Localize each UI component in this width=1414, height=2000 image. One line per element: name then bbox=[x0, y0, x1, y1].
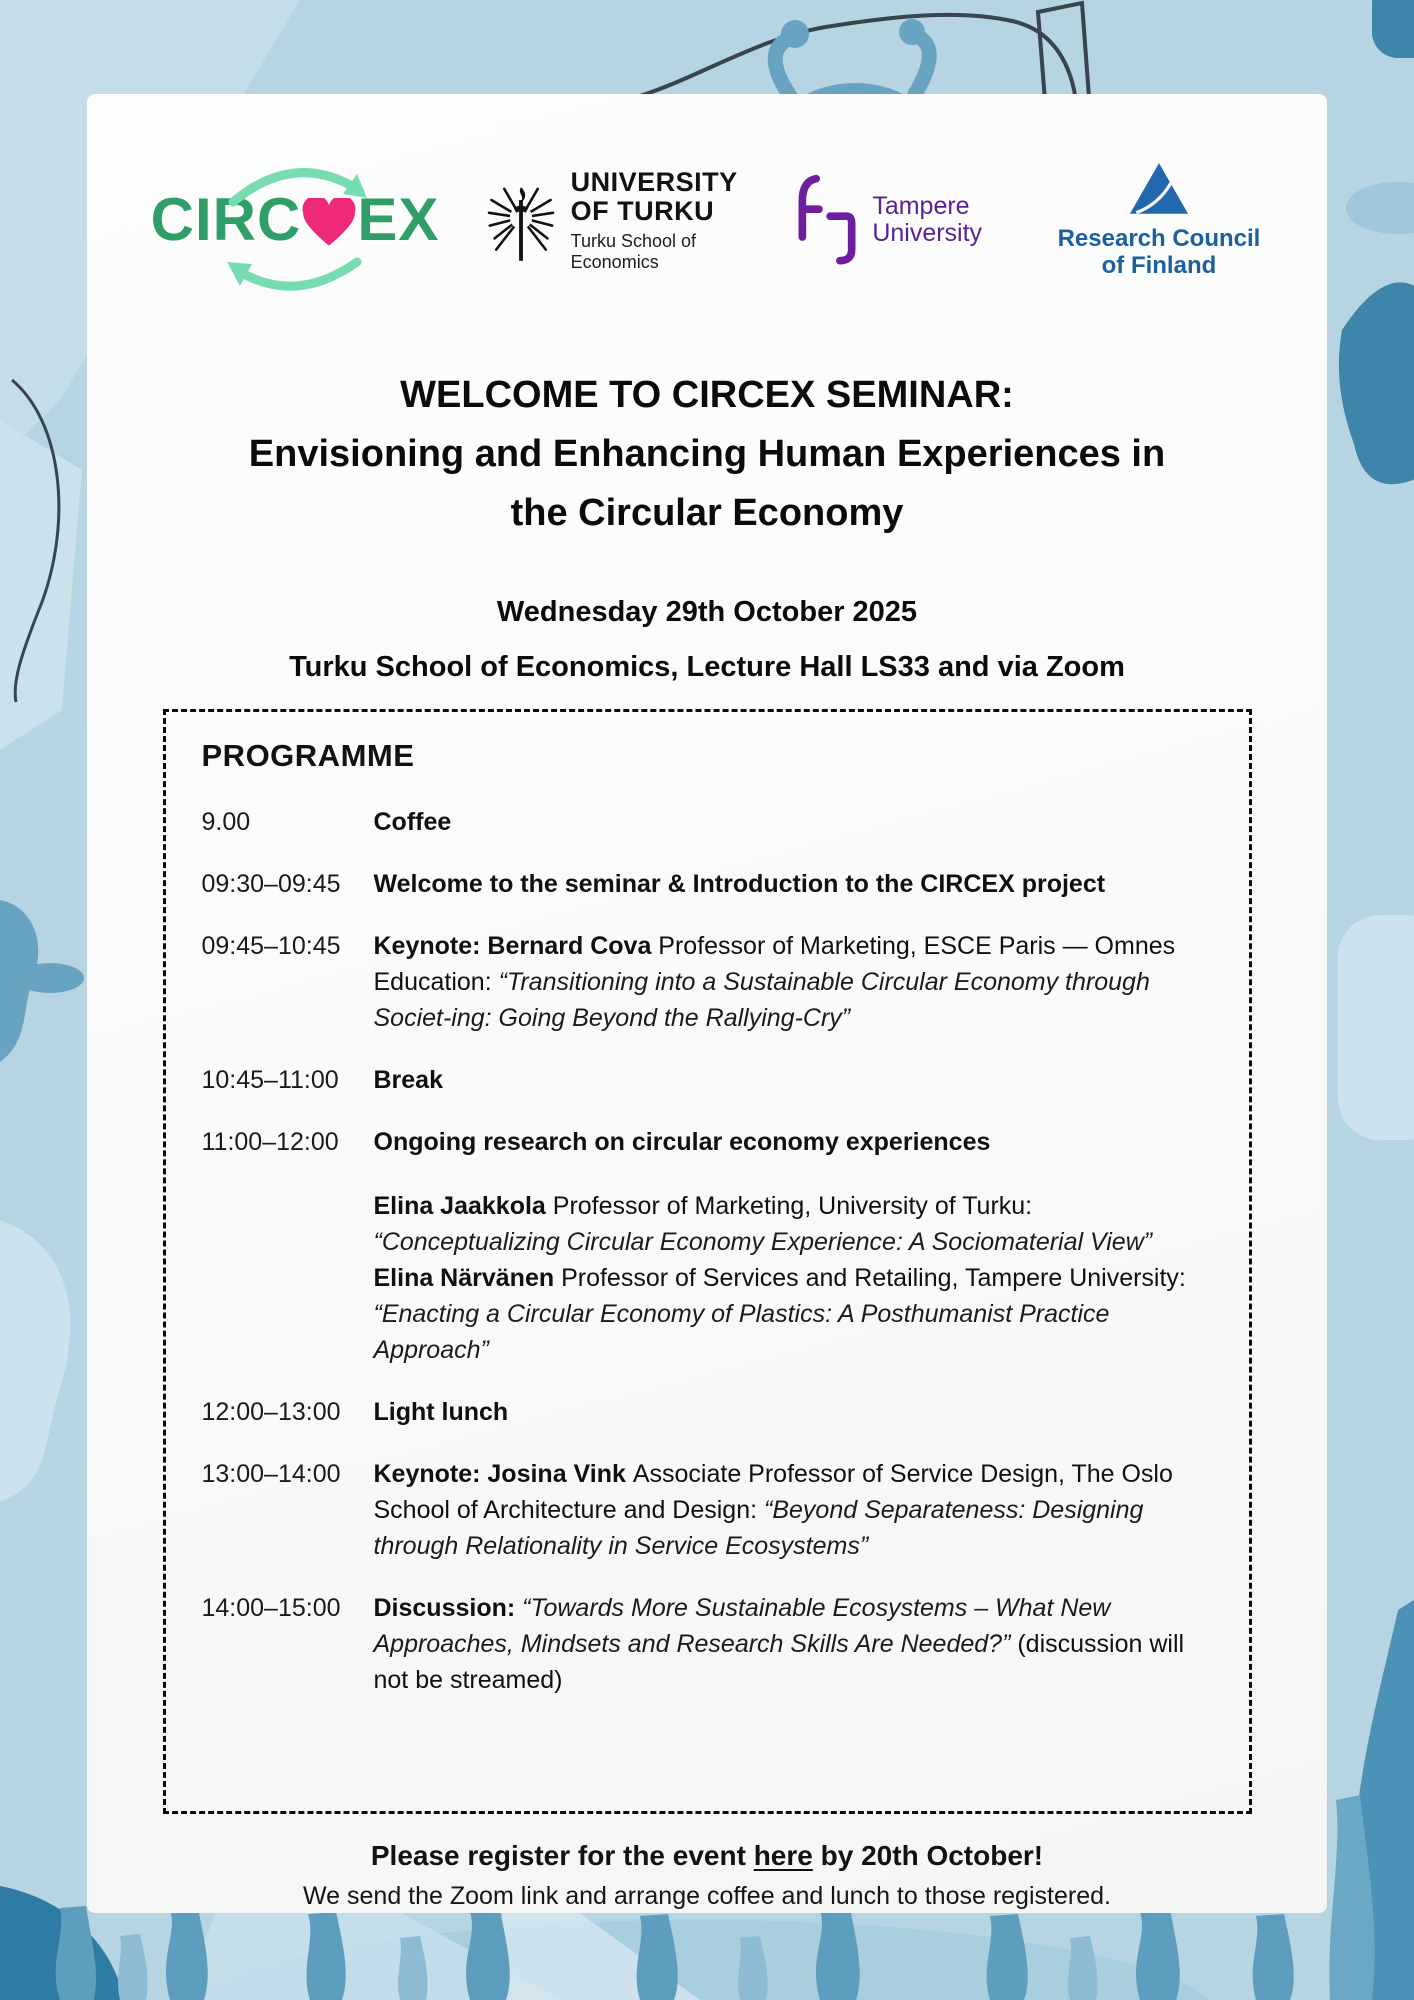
programme-row: 11:00–12:00 Ongoing research on circular … bbox=[202, 1124, 1211, 1368]
programme-time: 14:00–15:00 bbox=[201, 1594, 341, 1622]
programme-time: 13:00–14:00 bbox=[201, 1460, 341, 1488]
tampere-text-block: Tampere University bbox=[872, 193, 982, 247]
rcf-text-block: Research Council of Finland bbox=[1058, 225, 1261, 279]
programme-row: 9.00 Coffee bbox=[202, 804, 1211, 840]
title-line1: WELCOME TO CIRCEX SEMINAR: bbox=[400, 374, 1014, 416]
programme-description: Coffee bbox=[374, 804, 1211, 840]
programme-paragraph: Discussion: “Towards More Sustainable Ec… bbox=[373, 1594, 1185, 1694]
programme-paragraph: Welcome to the seminar & Introduction to… bbox=[373, 870, 1106, 898]
tampere-university-logo: Tampere University bbox=[794, 168, 1009, 272]
registration-line: Please register for the event here by 20… bbox=[87, 1840, 1327, 1872]
event-venue: Turku School of Economics, Lecture Hall … bbox=[289, 651, 1125, 683]
small-fish-decor bbox=[16, 963, 84, 993]
circex-text-part1: CIRC bbox=[150, 186, 302, 253]
torch-wings-emblem-icon bbox=[487, 187, 554, 261]
programme-paragraph: Break bbox=[373, 1066, 444, 1094]
recycle-cycle-arrows-icon bbox=[227, 168, 367, 291]
circex-logo: CIRC EX bbox=[145, 146, 445, 294]
utu-name-line2: OF TURKU bbox=[570, 195, 715, 226]
programme-row: 10:45–11:00 Break bbox=[202, 1062, 1211, 1098]
tampere-name-line2: University bbox=[872, 219, 983, 247]
programme-time: 11:00–12:00 bbox=[201, 1128, 339, 1156]
university-of-turku-logo: UNIVERSITY OF TURKU Turku School of Econ… bbox=[485, 166, 755, 273]
light-coral-decor bbox=[0, 1220, 71, 1502]
blue-fish-decor bbox=[1338, 282, 1414, 485]
seaweed-band-light-decor bbox=[118, 1934, 1098, 2000]
programme-heading: PROGRAMME bbox=[201, 738, 415, 773]
title-line3: the Circular Economy bbox=[510, 492, 904, 534]
programme-paragraph: Light lunch bbox=[373, 1398, 509, 1426]
seaweed-band-decor bbox=[55, 1906, 1294, 2000]
programme-paragraph: Coffee bbox=[373, 808, 452, 836]
programme-description: Welcome to the seminar & Introduction to… bbox=[374, 866, 1211, 902]
title-line2: Envisioning and Enhancing Human Experien… bbox=[248, 433, 1166, 475]
programme-paragraph: Ongoing research on circular economy exp… bbox=[373, 1128, 991, 1156]
programme-time: 09:45–10:45 bbox=[201, 932, 341, 960]
heart-icon bbox=[302, 198, 356, 246]
event-date: Wednesday 29th October 2025 bbox=[496, 596, 918, 628]
programme-time: 12:00–13:00 bbox=[201, 1398, 341, 1426]
programme-description: Discussion: “Towards More Sustainable Ec… bbox=[374, 1590, 1211, 1698]
utu-name-line1: UNIVERSITY bbox=[570, 166, 738, 197]
programme-time: 9.00 bbox=[201, 808, 251, 836]
programme-row: 09:45–10:45 Keynote: Bernard Cova Profess… bbox=[202, 928, 1211, 1036]
programme-paragraph: Keynote: Bernard Cova Professor of Marke… bbox=[373, 932, 1176, 1032]
tampere-name-line1: Tampere bbox=[872, 192, 970, 220]
utu-text-block: UNIVERSITY OF TURKU Turku School of Econ… bbox=[570, 166, 738, 273]
programme-row: 13:00–14:00 Keynote: Josina Vink Associat… bbox=[202, 1456, 1211, 1564]
rcf-name-line2: of Finland bbox=[1101, 252, 1217, 279]
programme-paragraph: Elina Närvänen Professor of Services and… bbox=[373, 1264, 1186, 1364]
bottle-outline-decor bbox=[11, 378, 61, 703]
light-blob-decor bbox=[1338, 915, 1414, 1140]
programme-box: PROGRAMME 9.00 Coffee 09:30–09:45 Welcome t… bbox=[162, 709, 1252, 1814]
rcf-name-line1: Research Council bbox=[1057, 225, 1261, 252]
triangle-swoosh-icon bbox=[1129, 163, 1189, 215]
circex-text-part2: EX bbox=[357, 186, 440, 253]
logo-row: CIRC EX bbox=[145, 146, 1269, 294]
programme-description: Keynote: Josina Vink Associate Professor… bbox=[374, 1456, 1211, 1564]
light-fold-decor bbox=[0, 420, 82, 750]
seminar-title: WELCOME TO CIRCEX SEMINAR: Envisioning a… bbox=[87, 366, 1327, 543]
register-here-link[interactable]: here bbox=[753, 1840, 813, 1871]
programme-paragraph: Elina Jaakkola Professor of Marketing, U… bbox=[373, 1192, 1153, 1256]
poster-card: CIRC EX bbox=[87, 94, 1327, 1913]
utu-sub-line2: Economics bbox=[570, 251, 659, 272]
programme-description: Break bbox=[374, 1062, 1211, 1098]
register-text-suffix: by 20th October! bbox=[812, 1840, 1044, 1871]
programme-description: Ongoing research on circular economy exp… bbox=[374, 1124, 1211, 1368]
date-venue-block: Wednesday 29th October 2025 Turku School… bbox=[87, 585, 1327, 695]
programme-time: 09:30–09:45 bbox=[201, 870, 341, 898]
utu-sub-line1: Turku School of bbox=[570, 230, 697, 251]
programme-row: 09:30–09:45 Welcome to the seminar & Intr… bbox=[202, 866, 1211, 902]
programme-row: 14:00–15:00 Discussion: “Towards More Sus… bbox=[202, 1590, 1211, 1698]
programme-time: 10:45–11:00 bbox=[201, 1066, 339, 1094]
programme-rows: 9.00 Coffee 09:30–09:45 Welcome to the semi… bbox=[202, 804, 1211, 1698]
programme-row: 12:00–13:00 Light lunch bbox=[202, 1394, 1211, 1430]
blue-blob-decor bbox=[1372, 0, 1414, 58]
circex-wordmark: CIRC EX bbox=[151, 190, 440, 250]
research-council-of-finland-logo: Research Council of Finland bbox=[1049, 161, 1269, 279]
tampere-bracket-mark-icon bbox=[798, 174, 856, 265]
programme-paragraph: Keynote: Josina Vink Associate Professor… bbox=[373, 1460, 1173, 1560]
programme-description: Keynote: Bernard Cova Professor of Marke… bbox=[374, 928, 1211, 1036]
pale-fish-decor bbox=[1346, 182, 1414, 234]
programme-description: Light lunch bbox=[374, 1394, 1211, 1430]
register-text-prefix: Please register for the event bbox=[370, 1840, 754, 1871]
registration-note: We send the Zoom link and arrange coffee… bbox=[303, 1882, 1111, 1910]
seaweed-right2-decor bbox=[1329, 1795, 1375, 2000]
